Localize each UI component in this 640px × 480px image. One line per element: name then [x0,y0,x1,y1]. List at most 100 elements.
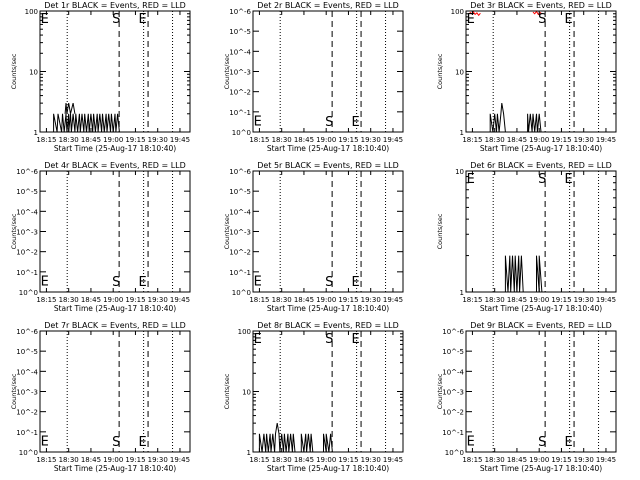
event-marker-end: E [351,275,359,290]
events-series-line [300,433,314,453]
event-marker-end: E [138,12,146,27]
y-tick-label: 10^-3 [16,229,38,237]
x-tick-label: 18:15 [36,456,56,464]
plot-frame [465,170,617,293]
x-tick-label: 19:45 [170,136,190,144]
x-tick-label: 18:30 [59,456,79,464]
event-marker-end: E [254,332,262,347]
y-axis-label: Counts/sec [436,213,444,249]
x-tick-label: 19:15 [551,136,571,144]
y-tick-label: 10^-5 [229,188,251,196]
event-marker-start: S [325,275,333,290]
x-tick-label: 19:15 [551,296,571,304]
y-tick-label: 10 [455,168,464,176]
panel-title: Det 6r BLACK = Events, RED = LLD [470,161,612,170]
y-axis-label: Counts/sec [436,373,444,409]
x-tick-label: 19:30 [361,456,381,464]
event-marker-end: E [467,435,475,450]
x-tick-label: 19:45 [596,136,616,144]
x-tick-label: 18:15 [249,136,269,144]
y-axis-label: Counts/sec [10,373,18,409]
y-tick-label: 1 [34,129,38,137]
y-axis-label: Counts/sec [223,373,231,409]
y-axis-label: Counts/sec [223,53,231,89]
x-tick-label: 18:30 [485,136,505,144]
x-tick-label: 18:30 [485,456,505,464]
x-axis-label: Start Time (25-Aug-17 18:10:40) [480,304,602,313]
y-tick-label: 10^0 [19,289,38,297]
x-tick-label: 19:00 [529,456,549,464]
x-tick-label: 19:45 [170,456,190,464]
x-tick-label: 19:30 [574,136,594,144]
y-tick-label: 10^-2 [16,249,38,257]
x-tick-label: 18:45 [81,456,101,464]
x-tick-label: 18:30 [272,136,292,144]
y-tick-label: 100 [25,8,38,16]
y-tick-label: 10^-2 [229,249,251,257]
x-tick-label: 18:15 [36,136,56,144]
event-marker-end: E [41,435,49,450]
y-tick-label: 10^-5 [442,348,464,356]
x-tick-label: 19:45 [383,456,403,464]
x-tick-label: 19:00 [103,296,123,304]
y-tick-label: 10^-5 [229,28,251,36]
x-tick-label: 19:15 [125,456,145,464]
event-marker-end: E [254,275,262,290]
panel-title: Det 9r BLACK = Events, RED = LLD [470,321,612,330]
y-tick-label: 10^-6 [442,328,464,336]
y-tick-label: 10^-4 [442,368,464,376]
events-series-line [323,433,333,453]
event-marker-start: S [538,172,546,187]
x-tick-label: 19:00 [316,136,336,144]
y-tick-label: 1 [247,449,251,457]
y-tick-label: 10^-3 [16,389,38,397]
x-tick-label: 19:00 [316,456,336,464]
x-tick-label: 19:45 [596,296,616,304]
y-tick-label: 10^-6 [16,328,38,336]
x-axis-label: Start Time (25-Aug-17 18:10:40) [267,304,389,313]
y-tick-label: 10^-3 [442,389,464,397]
event-marker-end: E [564,172,572,187]
x-axis-label: Start Time (25-Aug-17 18:10:40) [480,464,602,473]
x-tick-label: 18:15 [36,296,56,304]
event-marker-end: E [138,435,146,450]
panel-title: Det 5r BLACK = Events, RED = LLD [257,161,399,170]
y-tick-label: 10^-1 [229,269,251,277]
y-axis-label: Counts/sec [223,213,231,249]
y-tick-label: 10^-1 [16,269,38,277]
y-tick-label: 1 [460,289,464,297]
x-tick-label: 18:45 [294,136,314,144]
y-tick-label: 1 [460,129,464,137]
x-tick-label: 18:15 [249,456,269,464]
y-tick-label: 10 [455,69,464,77]
x-tick-label: 19:00 [103,136,123,144]
event-marker-end: E [41,275,49,290]
x-axis-label: Start Time (25-Aug-17 18:10:40) [54,144,176,153]
y-tick-label: 10^0 [232,289,251,297]
y-tick-label: 10^-6 [229,8,251,16]
x-tick-label: 18:15 [462,136,482,144]
y-tick-label: 10^-6 [16,168,38,176]
x-tick-label: 18:30 [272,296,292,304]
y-tick-label: 10^0 [19,449,38,457]
y-tick-label: 10^-3 [229,69,251,77]
plot-frame [252,170,404,293]
y-tick-label: 10^-1 [16,429,38,437]
event-marker-start: S [325,115,333,130]
event-marker-end: E [564,12,572,27]
x-tick-label: 18:30 [485,296,505,304]
events-series-line [258,423,296,453]
y-tick-label: 10^-4 [229,208,251,216]
x-tick-label: 18:45 [507,136,527,144]
events-series-line [53,113,120,133]
event-marker-end: E [467,172,475,187]
x-axis-label: Start Time (25-Aug-17 18:10:40) [480,144,602,153]
x-tick-label: 19:30 [574,296,594,304]
y-tick-label: 100 [451,8,464,16]
y-tick-label: 10^-1 [442,429,464,437]
